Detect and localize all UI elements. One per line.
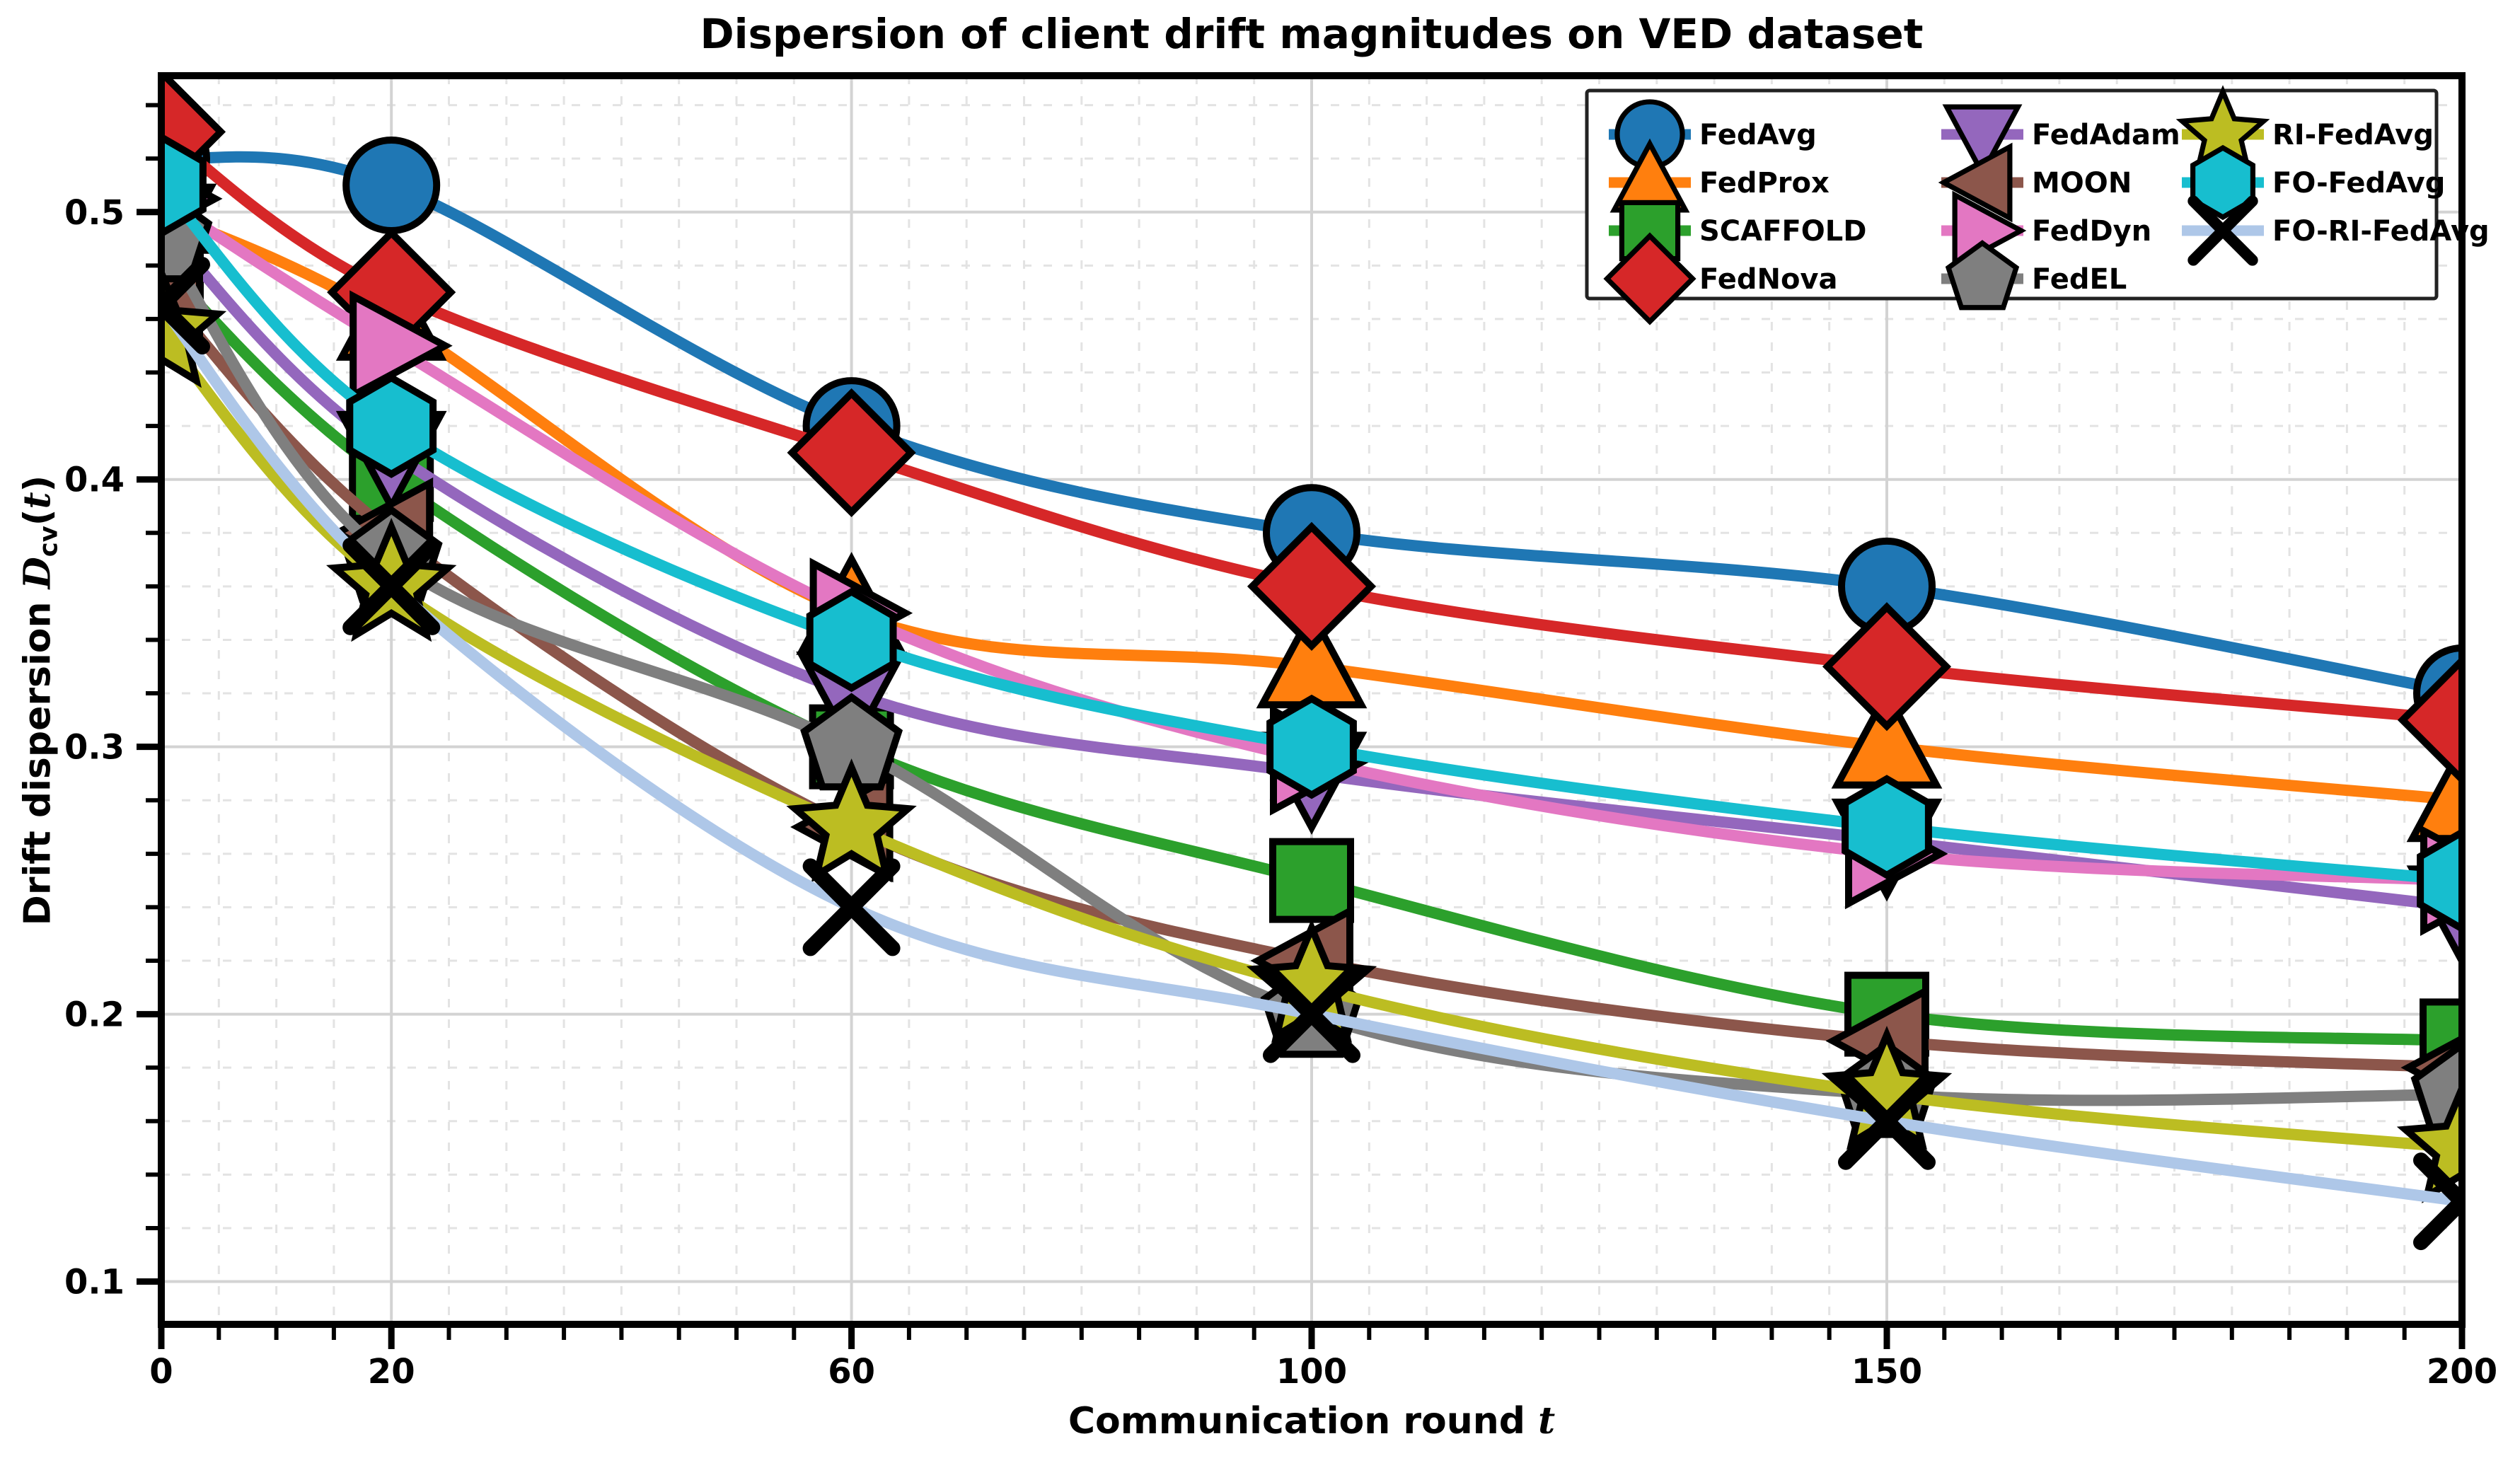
y-tick-label: 0.4: [64, 461, 125, 500]
series-layer: [161, 76, 2462, 1251]
legend-label: FedProx: [1699, 167, 1830, 200]
x-marker: [802, 858, 901, 956]
hexagon-marker: [1842, 775, 1932, 879]
x-marker: [1838, 1072, 1936, 1170]
legend-item-moon: MOON: [1938, 142, 2132, 223]
legend-label: SCAFFOLD: [1699, 215, 1866, 248]
y-axis-label-text: Drift dispersion: [16, 601, 59, 926]
diamond-marker: [1603, 232, 1697, 325]
diamond-marker: [2397, 655, 2462, 785]
legend-label: FedNova: [1699, 263, 1838, 296]
legend-item-fedel: FedEL: [1941, 240, 2127, 311]
diamond-marker: [1822, 602, 1952, 732]
x-tick-label: 200: [2427, 1352, 2497, 1392]
legend-item-fednova: FedNova: [1603, 232, 1838, 325]
star-marker: [786, 758, 917, 883]
diamond-marker: [787, 388, 916, 517]
x-marker: [1263, 965, 1360, 1063]
plot-border: [158, 72, 2466, 1328]
triangle-down-marker: [1942, 104, 2023, 179]
x-marker: [2413, 1152, 2462, 1251]
triangle-right-marker: [349, 290, 453, 402]
x-tick-label: 100: [1276, 1352, 1347, 1392]
legend-label: FedAdam: [2032, 119, 2180, 151]
y-tick-label: 0.3: [64, 728, 125, 768]
y-tick-label: 0.1: [64, 1263, 125, 1302]
triangle-left-marker: [1938, 142, 2013, 223]
legend-label: FO-FedAvg: [2272, 167, 2445, 200]
circle-marker: [342, 136, 441, 234]
hexagon-marker: [2190, 144, 2256, 221]
hexagon-marker: [346, 374, 437, 478]
x-tick-label: 60: [828, 1352, 875, 1392]
hexagon-marker: [806, 587, 897, 693]
legend-label: FedDyn: [2032, 215, 2151, 248]
series-fednova: [161, 76, 2462, 785]
x-marker: [2187, 195, 2258, 266]
legend-label: FO-RI-FedAvg: [2272, 215, 2490, 248]
legend: FedAvg FedProx SCAFFOLD FedNova FedAdam MOON F…: [1585, 85, 2490, 325]
y-axis-label-var: D: [16, 557, 59, 589]
x-axis-label: Communication round t: [161, 1399, 2462, 1442]
square-marker: [1269, 838, 1354, 923]
legend-item-fo-fedavg: FO-FedAvg: [2182, 144, 2445, 221]
legend-item-fedadam: FedAdam: [1941, 104, 2180, 179]
star-marker: [2396, 1079, 2462, 1203]
y-tick-label: 0.5: [64, 193, 125, 233]
x-tick-label: 0: [149, 1352, 173, 1392]
legend-label: RI-FedAvg: [2272, 119, 2434, 151]
x-tick-label: 20: [368, 1352, 415, 1392]
legend-label: MOON: [2032, 167, 2132, 200]
hexagon-marker: [161, 133, 207, 238]
series-fo-fedavg: [161, 133, 2462, 933]
pentagon-marker: [1945, 240, 2020, 311]
y-tick-label: 0.2: [64, 995, 125, 1035]
axis-ticks: 0.1 0.2 0.3 0.4 0.5 0 20 60 100 150 200: [64, 103, 2497, 1392]
y-axis-label: Drift dispersion Dcv(t): [16, 475, 64, 926]
chart-title: Dispersion of client drift magnitudes on…: [700, 10, 1924, 58]
legend-label: FedAvg: [1699, 119, 1817, 151]
diamond-marker: [1247, 521, 1377, 651]
x-marker: [342, 537, 441, 635]
legend-item-fedavg: FedAvg: [1609, 99, 1817, 170]
series-fo-ri-fedavg: [161, 257, 2462, 1251]
legend-label: FedEL: [2032, 263, 2127, 296]
hexagon-marker: [2417, 828, 2462, 933]
x-axis-label-text: Communication round: [1068, 1400, 1526, 1442]
x-axis-label-var: t: [1538, 1399, 1556, 1442]
legend-item-fo-ri-fedavg: FO-RI-FedAvg: [2182, 195, 2490, 266]
y-axis-label-sub: cv: [34, 526, 64, 557]
hexagon-marker: [1266, 694, 1357, 799]
x-tick-label: 150: [1851, 1352, 1922, 1392]
x-marker: [161, 257, 210, 355]
